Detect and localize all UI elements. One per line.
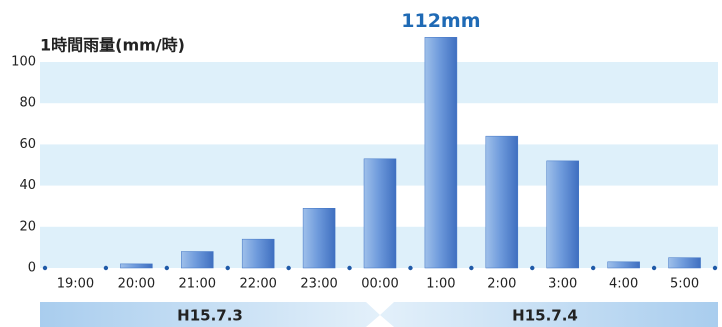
x-tick-label: 23:00 [300,277,337,292]
x-tick-label: 5:00 [670,277,699,292]
axis-dot [225,265,230,271]
value-label: 112mm [401,10,480,32]
axis-dot [469,265,474,271]
bar [424,37,458,269]
bar [363,158,397,269]
y-axis-title: 1時間雨量(mm/時) [40,36,185,55]
bar [668,257,701,269]
axis-dot [651,265,657,271]
bar [607,261,640,269]
bar [302,208,336,269]
x-tick-label: 22:00 [239,277,276,292]
x-tick-label: 1:00 [426,277,455,292]
date-band [380,302,718,327]
axis-dot [712,265,718,271]
axis-dot [103,265,109,271]
x-tick-label: 3:00 [548,277,577,292]
bar [241,238,275,269]
y-tick-label: 80 [19,96,36,111]
y-tick-label: 20 [19,219,36,234]
axis-dot [164,265,170,271]
x-tick-label: 4:00 [609,277,638,292]
x-tick-label: 20:00 [118,277,155,292]
bar [120,263,153,269]
date-label: H15.7.3 [177,307,243,325]
date-band [40,302,380,327]
date-label: H15.7.4 [512,307,578,325]
y-tick-label: 100 [11,55,36,70]
axis-dot [286,265,291,271]
y-tick-label: 40 [19,178,36,193]
axis-dot [530,265,535,271]
x-tick-label: 19:00 [57,277,94,292]
bar [485,135,519,269]
axis-dot [347,265,352,271]
y-tick-label: 60 [19,137,36,152]
y-tick-label: 0 [28,261,36,276]
axis-dot [590,265,596,271]
x-tick-label: 00:00 [361,277,398,292]
axis-dot [408,265,413,271]
x-tick-label: 21:00 [179,277,216,292]
bar [181,251,214,269]
axis-dot [42,265,48,271]
x-tick-label: 2:00 [487,277,516,292]
grid-band [40,62,718,104]
bar [546,160,579,269]
